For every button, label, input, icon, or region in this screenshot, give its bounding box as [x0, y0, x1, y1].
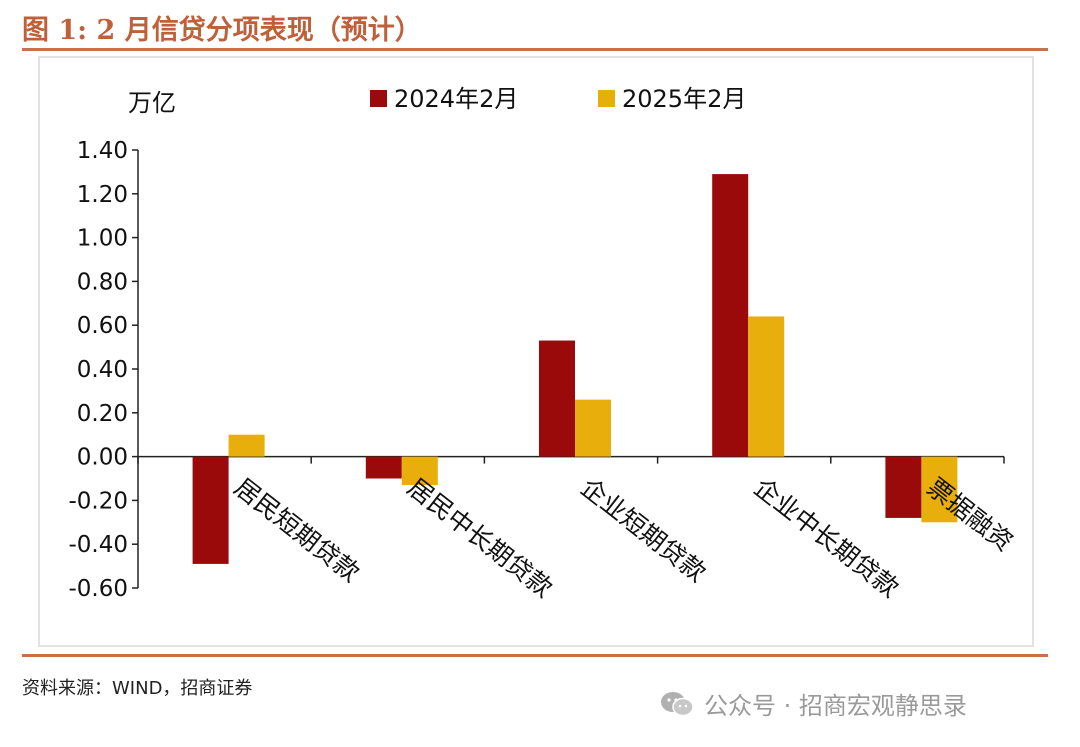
chart-legend: 2024年2月 2025年2月: [370, 85, 746, 113]
bar-2-3: [575, 399, 611, 457]
chart-axes: 1.40 1.20 1.00 0.80 0.60 0.40 0.20 0.00 -0.20 -0.…: [68, 138, 1005, 602]
y-tick-label: -0.60: [68, 576, 128, 602]
bar-1-1: [192, 456, 229, 564]
bar-2-5: [921, 456, 958, 523]
watermark-text: 公众号 · 招商宏观静思录: [704, 692, 967, 720]
legend-label-1: 2024年2月: [394, 85, 518, 113]
y-axis-unit-label: 万亿: [128, 89, 176, 117]
legend-label-2: 2025年2月: [622, 85, 746, 113]
wechat-icon: [661, 691, 694, 716]
y-tick-label: 1.20: [77, 182, 128, 208]
bar-1-3: [539, 340, 575, 457]
bar-1-5: [885, 456, 922, 518]
bar-2-2: [401, 456, 438, 486]
y-tick-label: 1.00: [77, 226, 128, 252]
figure-title: 图 1: 2 月信贷分项表现（预计）: [22, 15, 422, 46]
footer-rule: [22, 654, 1048, 657]
y-tick-label: -0.40: [68, 532, 128, 558]
category-label-2: 居民中长期贷款: [402, 472, 558, 603]
bar-1-2: [365, 456, 402, 479]
watermark: 公众号 · 招商宏观静思录: [660, 686, 967, 721]
y-tick-label: -0.20: [68, 488, 128, 514]
y-tick-label: 1.40: [77, 138, 128, 164]
y-tick-label: 0.80: [77, 269, 128, 295]
bar-2-1: [228, 434, 265, 457]
chart-bars: [192, 174, 958, 564]
y-tick-label: 0.60: [77, 313, 128, 339]
legend-swatch-2: [598, 90, 615, 107]
bar-2-4: [748, 316, 785, 457]
category-label-1: 居民短期贷款: [229, 472, 365, 587]
category-label-3: 企业短期贷款: [575, 472, 711, 587]
y-tick-label: 0.20: [77, 401, 128, 427]
y-tick-label: 0.00: [77, 445, 128, 471]
y-tick-label: 0.40: [77, 357, 128, 383]
legend-swatch-1: [370, 90, 387, 107]
bar-1-4: [712, 174, 749, 457]
source-note: 资料来源：WIND，招商证券: [22, 678, 253, 699]
chart-frame: [38, 56, 1034, 647]
title-rule: [22, 48, 1048, 51]
category-label-4: 企业中长期贷款: [749, 472, 905, 603]
